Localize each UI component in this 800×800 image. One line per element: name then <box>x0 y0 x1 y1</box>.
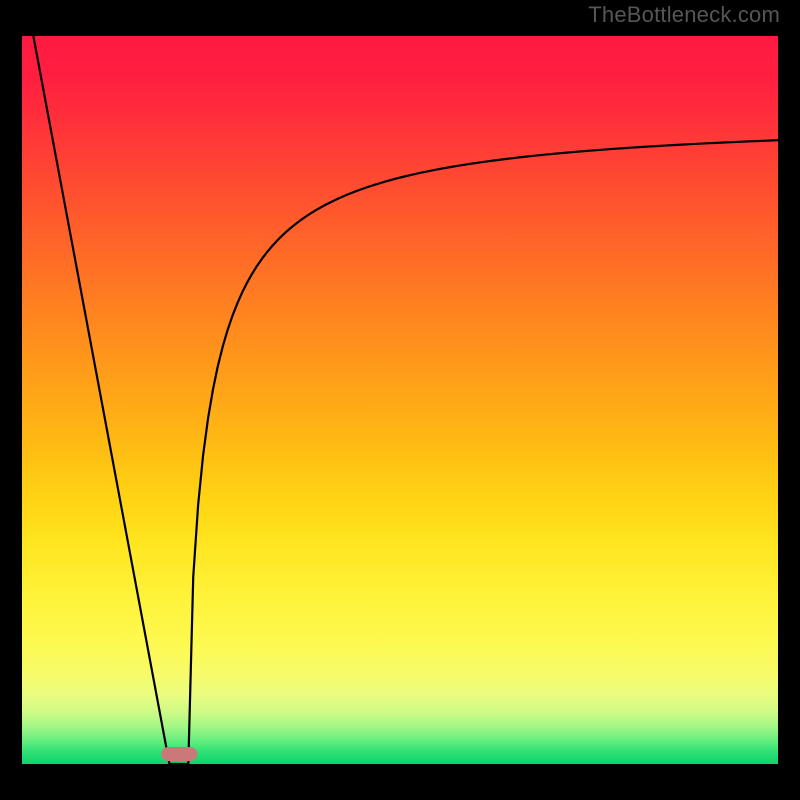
chart-svg <box>0 0 800 800</box>
bottleneck-chart: TheBottleneck.com <box>0 0 800 800</box>
minimum-marker <box>161 747 197 761</box>
watermark-text: TheBottleneck.com <box>588 2 780 28</box>
